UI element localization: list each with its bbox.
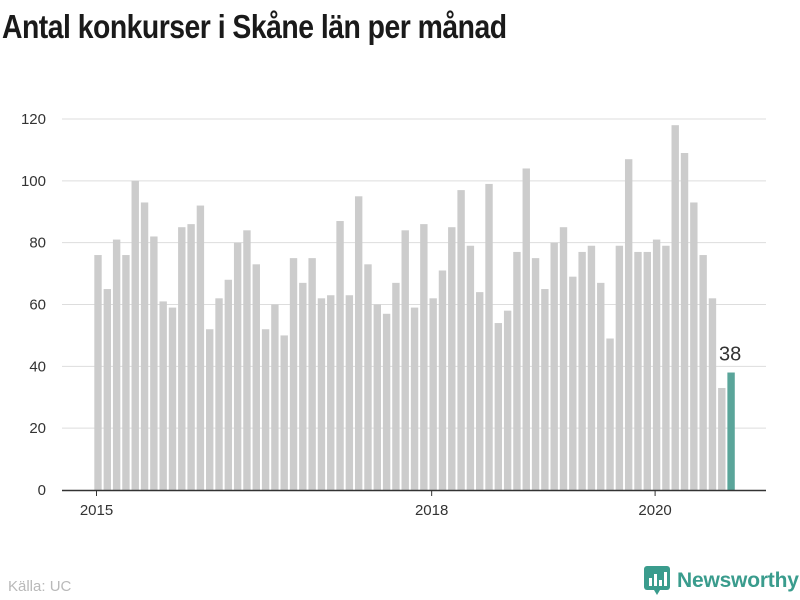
bar — [438, 270, 447, 490]
bar — [168, 307, 177, 490]
bar — [513, 251, 521, 490]
bar — [159, 301, 167, 490]
y-tick-label: 20 — [29, 420, 46, 437]
bar — [420, 224, 428, 490]
bar — [606, 338, 614, 490]
bar — [457, 190, 465, 490]
bar — [224, 279, 233, 490]
bar — [308, 258, 316, 490]
bar — [243, 230, 251, 491]
bar — [643, 251, 651, 490]
bar — [569, 276, 577, 490]
bar-highlight — [727, 372, 735, 490]
bar — [178, 227, 186, 491]
y-axis-labels: 0 20 40 60 80 100 120 — [21, 111, 46, 499]
bar — [634, 251, 642, 490]
bar — [140, 202, 149, 490]
bar — [280, 335, 288, 490]
bar — [550, 242, 558, 490]
highlight-value-label: 38 — [719, 344, 741, 366]
y-tick-label: 80 — [29, 235, 46, 252]
chart-title: Antal konkurser i Skåne län per månad — [2, 8, 507, 45]
bar — [531, 258, 540, 490]
bar — [150, 236, 158, 490]
bar — [233, 242, 242, 490]
bar — [271, 304, 279, 490]
bar — [587, 245, 596, 490]
bar — [476, 292, 484, 490]
brand-logo: Newsworthy — [644, 566, 799, 596]
bar — [448, 227, 456, 491]
bar — [103, 289, 112, 490]
bar — [354, 196, 363, 490]
bar — [261, 329, 270, 490]
bar — [652, 239, 661, 490]
bar — [615, 245, 624, 490]
bar — [289, 258, 298, 490]
bar — [382, 313, 391, 490]
bar — [392, 282, 400, 490]
bar — [429, 298, 437, 490]
bar — [327, 295, 335, 490]
bar — [187, 224, 195, 490]
bar — [466, 245, 475, 490]
bar — [131, 180, 139, 491]
bar — [699, 255, 707, 490]
bar — [373, 304, 381, 490]
bars — [94, 125, 735, 491]
bar — [122, 255, 130, 490]
y-tick-label: 0 — [38, 482, 46, 499]
y-tick-label: 60 — [29, 297, 46, 314]
y-tick-label: 40 — [29, 358, 46, 375]
bar — [597, 282, 605, 490]
bar — [317, 298, 326, 490]
bar — [680, 153, 689, 490]
x-tick-label: 2020 — [638, 502, 671, 519]
bar — [522, 168, 530, 490]
bar — [345, 295, 354, 490]
bar — [94, 255, 102, 490]
x-tick-label: 2018 — [415, 502, 448, 519]
bar — [336, 221, 344, 490]
bar — [112, 239, 121, 490]
bar — [494, 323, 503, 490]
bar — [624, 159, 633, 491]
y-tick-label: 100 — [21, 173, 46, 190]
bar — [485, 183, 493, 491]
bar — [364, 264, 372, 490]
bar — [503, 310, 512, 490]
bar — [215, 298, 223, 490]
bar — [578, 251, 586, 490]
bar — [196, 205, 205, 491]
bar — [708, 298, 717, 490]
bar — [671, 125, 679, 490]
bar — [690, 202, 698, 490]
bar — [401, 230, 409, 491]
newsworthy-logo-icon — [644, 566, 670, 595]
x-tick-label: 2015 — [80, 502, 113, 519]
bar — [559, 227, 568, 491]
y-tick-label: 120 — [21, 111, 46, 128]
bar — [299, 282, 307, 490]
bar — [206, 329, 214, 490]
source-note: Källa: UC — [8, 578, 72, 595]
bar — [410, 307, 419, 490]
x-axis-labels: 2015 2018 2020 — [80, 490, 672, 519]
bar — [718, 387, 726, 490]
bar — [662, 245, 670, 490]
bar — [541, 289, 549, 490]
bar — [252, 264, 260, 490]
brand-name: Newsworthy — [677, 569, 799, 592]
